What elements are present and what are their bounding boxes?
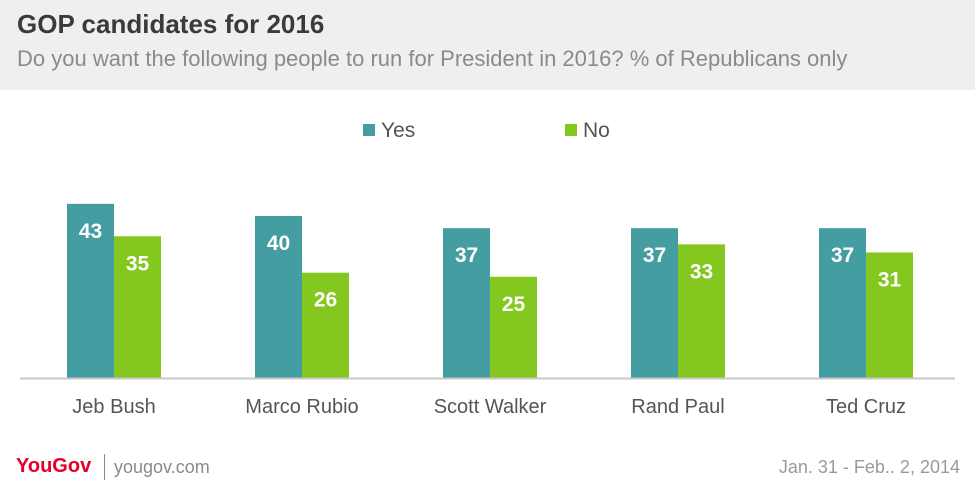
category-label: Ted Cruz <box>826 396 906 418</box>
footer-divider <box>104 454 105 480</box>
data-label-yes: 37 <box>831 244 854 267</box>
data-label-no: 26 <box>314 289 337 312</box>
bar-yes <box>819 228 866 378</box>
bar-no <box>114 236 161 378</box>
legend-label-no: No <box>583 119 610 142</box>
bar-chart: Yes No 43 35 Jeb Bush 40 26 Marco Rubio 37 25 Scot… <box>20 119 955 418</box>
category-label: Scott Walker <box>434 396 547 418</box>
bar-yes <box>255 216 302 378</box>
yougov-logo: YouGov <box>16 455 92 477</box>
data-label-yes: 37 <box>455 244 478 267</box>
data-label-yes: 37 <box>643 244 666 267</box>
data-label-no: 35 <box>126 252 150 275</box>
data-label-yes: 40 <box>267 232 290 255</box>
header-band: GOP candidates for 2016 Do you want the … <box>0 0 975 90</box>
chart-title: GOP candidates for 2016 <box>17 9 325 39</box>
legend-swatch-yes <box>363 124 375 136</box>
bar-no <box>678 244 725 378</box>
category-label: Marco Rubio <box>245 396 358 418</box>
category-label: Rand Paul <box>631 396 724 418</box>
legend-swatch-no <box>565 124 577 136</box>
data-label-no: 33 <box>690 260 713 283</box>
chart-subtitle: Do you want the following people to run … <box>17 46 848 71</box>
bar-yes <box>443 228 490 378</box>
bar-no <box>866 252 913 378</box>
bar-no <box>490 276 537 378</box>
data-label-yes: 43 <box>79 220 102 243</box>
bar-yes <box>631 228 678 378</box>
footer-url: yougov.com <box>114 457 210 477</box>
bar-yes <box>67 203 114 378</box>
data-label-no: 31 <box>878 268 902 291</box>
category-label: Jeb Bush <box>72 396 155 418</box>
data-label-no: 25 <box>502 293 526 316</box>
bar-no <box>302 272 349 378</box>
survey-date: Jan. 31 - Feb.. 2, 2014 <box>778 457 960 477</box>
legend-label-yes: Yes <box>381 119 415 142</box>
